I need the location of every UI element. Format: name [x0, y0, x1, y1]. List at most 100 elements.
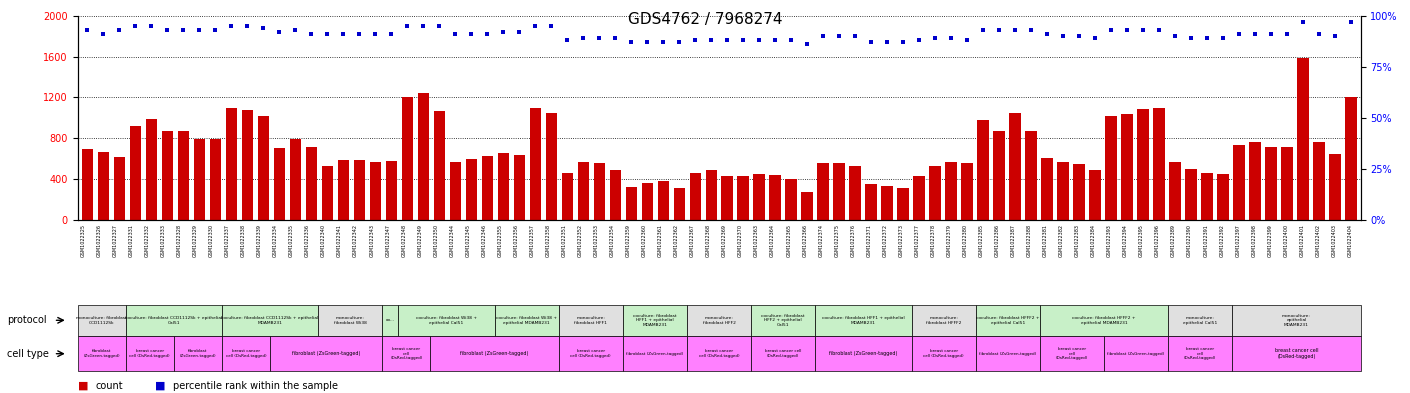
Bar [546, 113, 557, 220]
Text: breast cancer
cell (DsRed-tagged): breast cancer cell (DsRed-tagged) [924, 349, 964, 358]
Bar [402, 97, 413, 220]
Point [780, 37, 802, 43]
Bar [1042, 158, 1053, 220]
Text: GSM1022404: GSM1022404 [1348, 224, 1352, 257]
Text: GSM1022353: GSM1022353 [594, 224, 599, 257]
Text: GSM1022335: GSM1022335 [289, 224, 295, 257]
Bar [801, 193, 812, 220]
Bar [689, 173, 701, 220]
Point [924, 35, 946, 41]
Text: GSM1022362: GSM1022362 [674, 224, 680, 257]
Point [331, 31, 354, 37]
Point [475, 31, 498, 37]
Bar [609, 170, 620, 220]
Text: coculture: fibroblast CCD1112Sk + epithelial
MDAMB231: coculture: fibroblast CCD1112Sk + epithe… [221, 316, 319, 325]
Bar [770, 175, 781, 220]
Text: co...: co... [386, 318, 395, 322]
Text: percentile rank within the sample: percentile rank within the sample [173, 381, 338, 391]
Bar [162, 131, 173, 220]
Point [795, 41, 818, 48]
Text: GSM1022343: GSM1022343 [369, 224, 374, 257]
Point [1163, 33, 1186, 39]
Bar [1297, 58, 1308, 220]
Text: GSM1022328: GSM1022328 [176, 224, 182, 257]
Point [412, 23, 434, 29]
Point [1228, 31, 1251, 37]
Bar [274, 147, 285, 220]
Point [252, 25, 275, 31]
Bar [594, 163, 605, 220]
Text: fibroblast (ZsGreen-tagged): fibroblast (ZsGreen-tagged) [461, 351, 529, 356]
Bar [321, 166, 333, 220]
Point [603, 35, 626, 41]
Text: GSM1022346: GSM1022346 [482, 224, 486, 257]
Point [876, 39, 898, 46]
Text: GSM1022401: GSM1022401 [1300, 224, 1304, 257]
Point [971, 27, 994, 33]
Text: GSM1022391: GSM1022391 [1203, 224, 1208, 257]
Bar [1186, 169, 1197, 220]
Text: GSM1022357: GSM1022357 [530, 224, 534, 257]
Text: GSM1022370: GSM1022370 [739, 224, 743, 257]
Bar [1138, 109, 1149, 220]
Bar [737, 176, 749, 220]
Text: fibroblast (ZsGreen-tagged): fibroblast (ZsGreen-tagged) [829, 351, 898, 356]
Point [316, 31, 338, 37]
Bar [946, 162, 956, 220]
Text: GSM1022326: GSM1022326 [97, 224, 102, 257]
Bar [226, 108, 237, 220]
Text: GSM1022348: GSM1022348 [402, 224, 406, 257]
Text: coculture: fibroblast
HFF1 + epithelial
MDAMB231: coculture: fibroblast HFF1 + epithelial … [633, 314, 677, 327]
Text: breast cancer
cell
(DsRed-tagged): breast cancer cell (DsRed-tagged) [391, 347, 423, 360]
Text: coculture: fibroblast HFFF2 +
epithelial Cal51: coculture: fibroblast HFFF2 + epithelial… [976, 316, 1039, 325]
Point [1148, 27, 1170, 33]
Text: coculture: fibroblast HFF1 + epithelial
MDAMB231: coculture: fibroblast HFF1 + epithelial … [822, 316, 905, 325]
Text: ■: ■ [78, 381, 87, 391]
Bar [898, 188, 908, 220]
Point [940, 35, 963, 41]
Point [1100, 27, 1122, 33]
Point [1259, 31, 1282, 37]
Bar [498, 152, 509, 220]
Text: fibroblast
(ZsGreen-tagged): fibroblast (ZsGreen-tagged) [179, 349, 216, 358]
Point [636, 39, 658, 46]
Text: protocol: protocol [7, 315, 47, 325]
Bar [994, 131, 1005, 220]
Text: monoculture:
fibroblast HFF2: monoculture: fibroblast HFF2 [702, 316, 736, 325]
Bar [513, 155, 525, 220]
Bar [417, 94, 429, 220]
Bar [193, 139, 204, 220]
Point [1211, 35, 1234, 41]
Bar [833, 163, 845, 220]
Point [747, 37, 770, 43]
Bar [657, 181, 668, 220]
Bar [385, 161, 396, 220]
Point [1115, 27, 1138, 33]
Bar [241, 110, 252, 220]
Text: GSM1022347: GSM1022347 [385, 224, 391, 257]
Bar [705, 170, 716, 220]
Text: GSM1022400: GSM1022400 [1283, 224, 1289, 257]
Text: breast cancer
cell (DsRed-tagged): breast cancer cell (DsRed-tagged) [226, 349, 266, 358]
Text: GSM1022337: GSM1022337 [226, 224, 230, 257]
Point [1307, 31, 1330, 37]
Point [1276, 31, 1299, 37]
Bar [306, 147, 317, 220]
Point [1132, 27, 1155, 33]
Bar [1025, 131, 1036, 220]
Bar [578, 162, 589, 220]
Bar [178, 131, 189, 220]
Point [140, 23, 162, 29]
Bar [977, 120, 988, 220]
Bar [1282, 147, 1293, 220]
Point [668, 39, 691, 46]
Point [188, 27, 210, 33]
Bar [722, 176, 733, 220]
Text: GSM1022327: GSM1022327 [113, 224, 117, 257]
Text: GSM1022358: GSM1022358 [546, 224, 551, 257]
Bar [1314, 142, 1324, 220]
Text: coculture: fibroblast
HFF2 + epithelial
Cal51: coculture: fibroblast HFF2 + epithelial … [761, 314, 805, 327]
Text: breast cancer
cell (DsRed-tagged): breast cancer cell (DsRed-tagged) [699, 349, 739, 358]
Text: GSM1022340: GSM1022340 [321, 224, 326, 257]
Text: GDS4762 / 7968274: GDS4762 / 7968274 [627, 12, 783, 27]
